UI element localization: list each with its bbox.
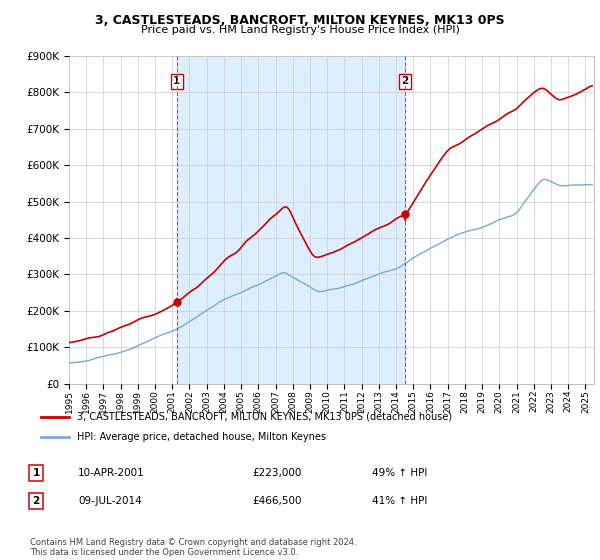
- Text: 3, CASTLESTEADS, BANCROFT, MILTON KEYNES, MK13 0PS: 3, CASTLESTEADS, BANCROFT, MILTON KEYNES…: [95, 14, 505, 27]
- Bar: [177, 56, 405, 384]
- Text: 09-JUL-2014: 09-JUL-2014: [78, 496, 142, 506]
- Text: 41% ↑ HPI: 41% ↑ HPI: [372, 496, 427, 506]
- Text: Contains HM Land Registry data © Crown copyright and database right 2024.
This d: Contains HM Land Registry data © Crown c…: [30, 538, 356, 557]
- Text: 2: 2: [401, 77, 409, 86]
- Text: Price paid vs. HM Land Registry's House Price Index (HPI): Price paid vs. HM Land Registry's House …: [140, 25, 460, 35]
- Text: 1: 1: [32, 468, 40, 478]
- Text: 1: 1: [173, 77, 181, 86]
- Text: £466,500: £466,500: [252, 496, 302, 506]
- Text: 49% ↑ HPI: 49% ↑ HPI: [372, 468, 427, 478]
- Text: 3, CASTLESTEADS, BANCROFT, MILTON KEYNES, MK13 0PS (detached house): 3, CASTLESTEADS, BANCROFT, MILTON KEYNES…: [77, 412, 452, 422]
- Text: 10-APR-2001: 10-APR-2001: [78, 468, 145, 478]
- Text: 2: 2: [32, 496, 40, 506]
- Text: HPI: Average price, detached house, Milton Keynes: HPI: Average price, detached house, Milt…: [77, 432, 326, 442]
- Text: £223,000: £223,000: [252, 468, 301, 478]
